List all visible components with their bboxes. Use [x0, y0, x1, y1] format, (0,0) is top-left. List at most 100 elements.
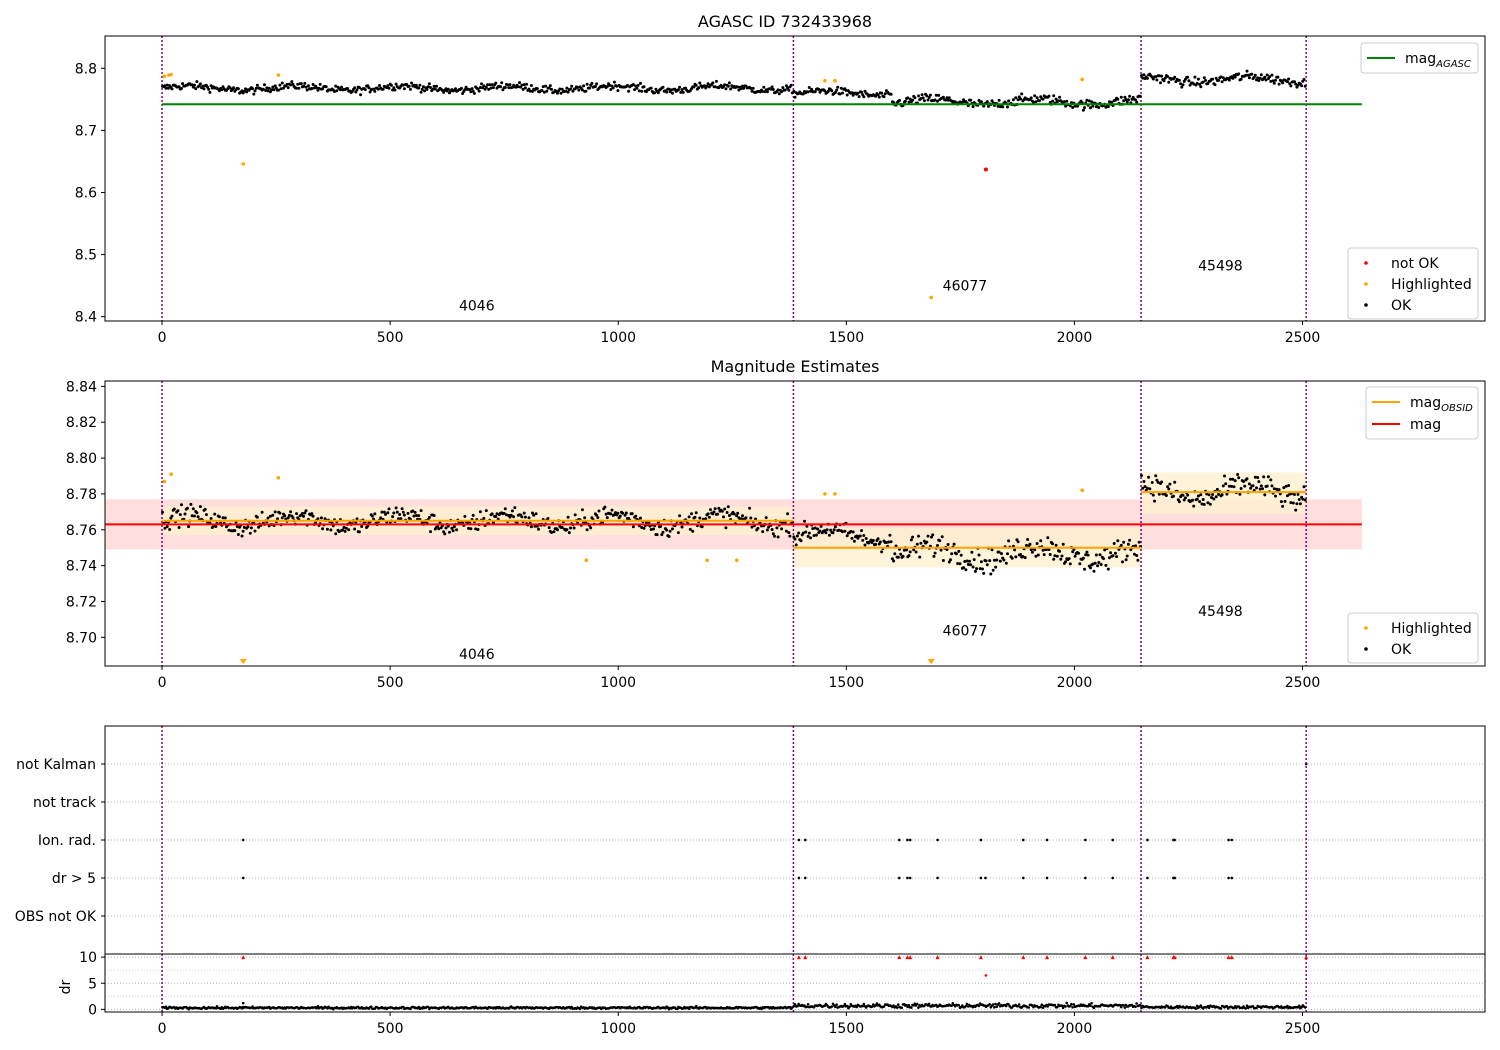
ok-point: [304, 509, 308, 513]
ok-point: [1059, 557, 1063, 561]
ok-point: [1223, 474, 1226, 478]
ok-point: [1153, 499, 1156, 503]
ok-point: [1083, 567, 1086, 571]
ok-point: [941, 559, 945, 562]
ok-point: [419, 509, 423, 513]
ok-point: [979, 100, 983, 104]
ok-point: [930, 535, 933, 539]
ok-point: [414, 514, 418, 517]
ok-point: [343, 529, 347, 533]
ok-point: [862, 534, 866, 537]
ok-point: [296, 82, 300, 86]
dr-capped-marker: [935, 955, 940, 960]
y-tick-label: 8.84: [66, 379, 97, 395]
ok-point: [713, 507, 717, 511]
ok-point: [1217, 78, 1221, 82]
ok-point: [444, 526, 448, 530]
ok-point: [363, 88, 367, 92]
ok-point: [1294, 508, 1298, 512]
legend-point-swatch: [1364, 626, 1368, 630]
ok-point: [1160, 74, 1164, 78]
ok-point: [289, 83, 293, 87]
ok-point: [737, 88, 741, 92]
ok-point: [812, 534, 816, 538]
ok-point: [217, 89, 221, 93]
ok-point: [874, 94, 878, 98]
ok-point: [500, 81, 504, 85]
ok-point: [1014, 555, 1018, 559]
ok-point: [1264, 78, 1268, 82]
ok-point: [698, 516, 702, 520]
ok-point: [1220, 80, 1224, 84]
ok-point: [1125, 100, 1129, 104]
ok-point: [839, 86, 843, 90]
ok-point: [1291, 501, 1295, 505]
ok-point: [713, 85, 717, 89]
ok-point: [1143, 485, 1147, 489]
ok-point: [1071, 106, 1075, 109]
ok-point: [204, 513, 208, 517]
dr-point: [1286, 1004, 1289, 1008]
ok-point: [823, 89, 827, 93]
ok-point: [522, 511, 526, 515]
highlighted-point: [162, 479, 167, 484]
ok-point: [777, 92, 781, 96]
dr-point: [1225, 1004, 1229, 1008]
ok-point: [402, 87, 406, 91]
ok-point: [1172, 494, 1175, 498]
ok-point: [1270, 484, 1274, 488]
ok-point: [661, 85, 665, 89]
ok-point: [921, 96, 925, 100]
ok-point: [1270, 73, 1274, 77]
dr-point: [1039, 1005, 1042, 1009]
ok-point: [1147, 475, 1151, 479]
ok-point: [420, 87, 424, 91]
obsid-label: 45498: [1198, 259, 1243, 275]
ok-point: [487, 87, 491, 91]
ok-point: [640, 89, 644, 93]
ok-point: [608, 83, 612, 87]
ok-point: [1109, 551, 1113, 555]
ok-point: [255, 515, 259, 519]
ok-point: [656, 91, 660, 95]
ok-point: [427, 516, 431, 519]
ok-point: [1263, 493, 1267, 497]
ok-point: [1296, 83, 1300, 87]
flag-point: [1173, 838, 1177, 842]
ok-point: [882, 95, 886, 99]
ok-point: [941, 95, 945, 99]
ok-point: [540, 89, 544, 92]
ok-point: [429, 86, 432, 89]
ok-point: [609, 512, 613, 516]
dr-point: [1244, 1007, 1248, 1010]
ok-point: [406, 511, 410, 515]
ok-point: [1214, 495, 1218, 499]
y-tick-label: 8.8: [75, 61, 97, 77]
panel-magnitude-estimates: Magnitude Estimates 4046 46077 45498 0 500 100…: [66, 357, 1486, 691]
ok-point: [1164, 494, 1168, 497]
flag-point: [1173, 876, 1177, 880]
ok-point: [509, 513, 513, 517]
ok-point: [1259, 484, 1263, 488]
ok-point: [190, 514, 194, 518]
obsid-label: 45498: [1198, 604, 1243, 620]
ok-point: [207, 87, 211, 91]
ok-point: [518, 81, 521, 85]
ok-point: [917, 94, 920, 98]
ok-point: [531, 511, 534, 515]
dr-point: [984, 974, 988, 977]
ok-point: [985, 100, 989, 104]
ok-point: [770, 85, 774, 89]
ok-point: [1287, 77, 1291, 81]
ok-point: [1253, 73, 1257, 77]
ok-point: [1295, 502, 1299, 506]
ok-point: [982, 104, 986, 108]
dr-point: [1199, 1004, 1203, 1007]
ok-point: [813, 90, 817, 94]
ok-point: [660, 533, 664, 537]
ok-point: [869, 538, 873, 542]
ok-point: [1090, 100, 1094, 104]
ok-point: [973, 569, 977, 573]
highlighted-point: [162, 74, 167, 79]
legend-frame: [1365, 386, 1479, 440]
